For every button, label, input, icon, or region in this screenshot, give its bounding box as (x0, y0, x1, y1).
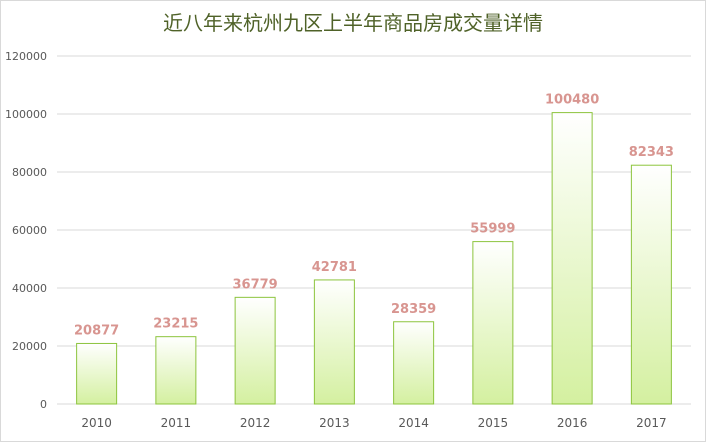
x-tick-label: 2017 (636, 416, 667, 430)
data-label-2013: 42781 (312, 260, 357, 275)
y-tick-label: 100000 (5, 108, 47, 121)
x-tick-label: 2016 (557, 416, 588, 430)
data-label-2012: 36779 (233, 277, 278, 292)
data-label-2016: 100480 (545, 93, 599, 108)
y-tick-label: 120000 (5, 50, 47, 63)
bars (76, 112, 672, 405)
y-tick-label: 20000 (12, 340, 47, 353)
x-axis-ticks: 2010 2011 2012 2013 2014 2015 2016 2017 (81, 416, 666, 430)
bar-2015 (472, 241, 514, 405)
data-labels: 20877 23215 36779 42781 28359 55999 100480 8234… (74, 93, 674, 339)
x-tick-label: 2012 (240, 416, 271, 430)
y-tick-label: 80000 (12, 166, 47, 179)
data-label-2011: 23215 (153, 317, 198, 332)
y-tick-label: 40000 (12, 282, 47, 295)
data-label-2017: 82343 (629, 145, 674, 160)
x-tick-label: 2013 (319, 416, 350, 430)
bar-2013 (313, 279, 355, 405)
data-label-2015: 55999 (470, 222, 515, 237)
y-tick-label: 60000 (12, 224, 47, 237)
bar-2010 (76, 342, 118, 405)
bar-2011 (155, 336, 197, 405)
x-tick-label: 2014 (398, 416, 429, 430)
bar-2012 (234, 296, 276, 405)
bar-2016 (551, 112, 593, 405)
data-label-2010: 20877 (74, 323, 119, 338)
grid-lines (57, 55, 691, 405)
x-tick-label: 2015 (478, 416, 509, 430)
y-tick-label: 0 (40, 398, 47, 411)
x-tick-label: 2010 (81, 416, 112, 430)
x-tick-label: 2011 (161, 416, 192, 430)
chart-title: 近八年来杭州九区上半年商品房成交量详情 (163, 11, 543, 35)
y-axis-ticks: 0 20000 40000 60000 80000 100000 120000 (5, 50, 47, 411)
bar-2017 (630, 164, 672, 405)
data-label-2014: 28359 (391, 302, 436, 317)
bar-2014 (393, 321, 435, 405)
